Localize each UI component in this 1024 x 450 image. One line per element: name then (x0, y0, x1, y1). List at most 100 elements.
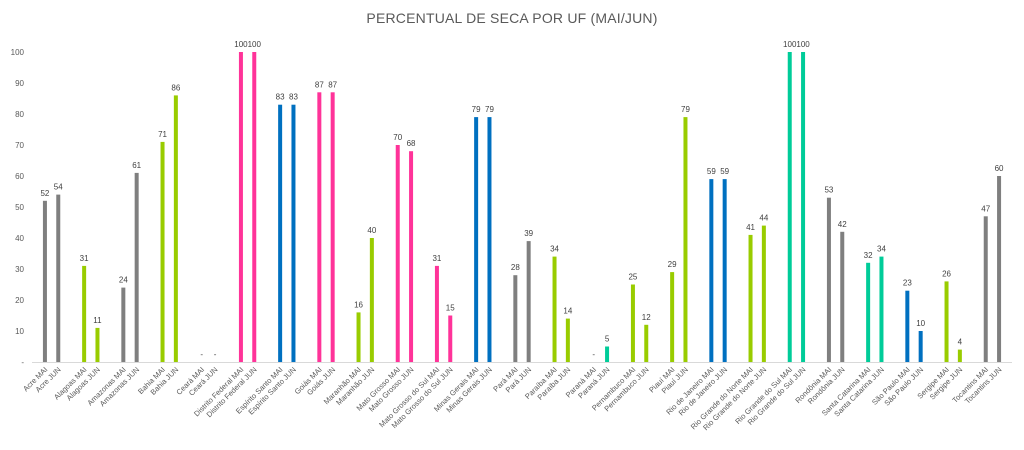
bar (56, 194, 61, 362)
data-label: 31 (432, 254, 441, 263)
bar (957, 349, 962, 362)
bar (644, 324, 649, 362)
bar (997, 176, 1002, 362)
bar (670, 272, 675, 362)
bar (369, 238, 374, 362)
bar (526, 241, 531, 362)
data-label: 42 (838, 220, 847, 229)
data-label: 68 (407, 139, 416, 148)
data-label: 79 (485, 105, 494, 114)
data-label: 71 (158, 130, 167, 139)
data-label: 32 (864, 251, 873, 260)
bar (291, 104, 296, 362)
bar (160, 141, 165, 362)
bar (95, 327, 100, 362)
bar (474, 117, 479, 362)
y-tick-label: 90 (15, 79, 24, 88)
bars (42, 52, 1002, 363)
data-label: 54 (54, 183, 63, 192)
bar (448, 315, 453, 362)
y-axis: - 10 20 30 40 50 60 70 80 90 100 (11, 48, 1012, 367)
data-label: 39 (524, 229, 533, 238)
y-tick-label: 80 (15, 110, 24, 119)
data-label: 26 (942, 269, 951, 278)
bar (487, 117, 492, 362)
bar (409, 151, 414, 362)
y-tick-label: 100 (11, 48, 25, 57)
bar (552, 256, 557, 362)
bar (683, 117, 688, 362)
data-label: 87 (328, 80, 337, 89)
data-label: 40 (367, 226, 376, 235)
data-label: 59 (707, 167, 716, 176)
bar (840, 231, 845, 362)
data-label: 100 (783, 40, 797, 49)
bar (801, 52, 806, 362)
data-label: 87 (315, 80, 324, 89)
y-tick-label: 30 (15, 265, 24, 274)
data-label: 41 (746, 223, 755, 232)
bar (630, 284, 635, 362)
data-label: 61 (132, 161, 141, 170)
data-label: 12 (642, 313, 651, 322)
bar (278, 104, 283, 362)
data-label: 4 (958, 338, 963, 347)
data-label: 14 (563, 307, 572, 316)
data-label: 5 (605, 335, 610, 344)
data-label: 70 (393, 133, 402, 142)
data-label: 29 (668, 260, 677, 269)
data-label: 34 (877, 245, 886, 254)
bar (134, 172, 139, 362)
bar (709, 179, 714, 362)
data-label: 53 (824, 186, 833, 195)
bar (905, 290, 910, 362)
data-label: 79 (472, 105, 481, 114)
bar (722, 179, 727, 362)
y-tick-label: 50 (15, 203, 24, 212)
bar (983, 216, 988, 362)
bar (238, 52, 243, 362)
bar (748, 234, 753, 362)
data-label: 34 (550, 245, 559, 254)
data-label: 28 (511, 263, 520, 272)
data-label: 31 (80, 254, 89, 263)
bar (42, 200, 47, 362)
bar (356, 312, 361, 362)
data-label: - (214, 350, 217, 359)
bar (317, 92, 322, 363)
bar (605, 346, 610, 362)
y-tick-label: 10 (15, 327, 24, 336)
bar (826, 197, 831, 362)
bar (513, 275, 518, 362)
y-tick-label: - (21, 358, 24, 367)
data-label: 10 (916, 319, 925, 328)
data-label: 100 (796, 40, 810, 49)
data-label: 11 (93, 316, 102, 325)
bar (173, 95, 178, 363)
y-tick-label: 40 (15, 234, 24, 243)
data-label: 59 (720, 167, 729, 176)
bar (866, 262, 871, 362)
bar (121, 287, 126, 362)
data-label: 47 (981, 204, 990, 213)
bar (252, 52, 257, 362)
bar (918, 331, 923, 362)
data-label: - (592, 350, 595, 359)
bar (434, 265, 439, 362)
data-label: 100 (234, 40, 248, 49)
bar (330, 92, 335, 363)
data-label: 60 (995, 164, 1004, 173)
data-label: 79 (681, 105, 690, 114)
y-tick-label: 70 (15, 141, 24, 150)
bar (761, 225, 766, 362)
y-tick-label: 20 (15, 296, 24, 305)
bar (565, 318, 570, 362)
y-tick-label: 60 (15, 172, 24, 181)
data-label: 15 (446, 304, 455, 313)
data-label: 83 (289, 93, 298, 102)
data-label: 83 (276, 93, 285, 102)
